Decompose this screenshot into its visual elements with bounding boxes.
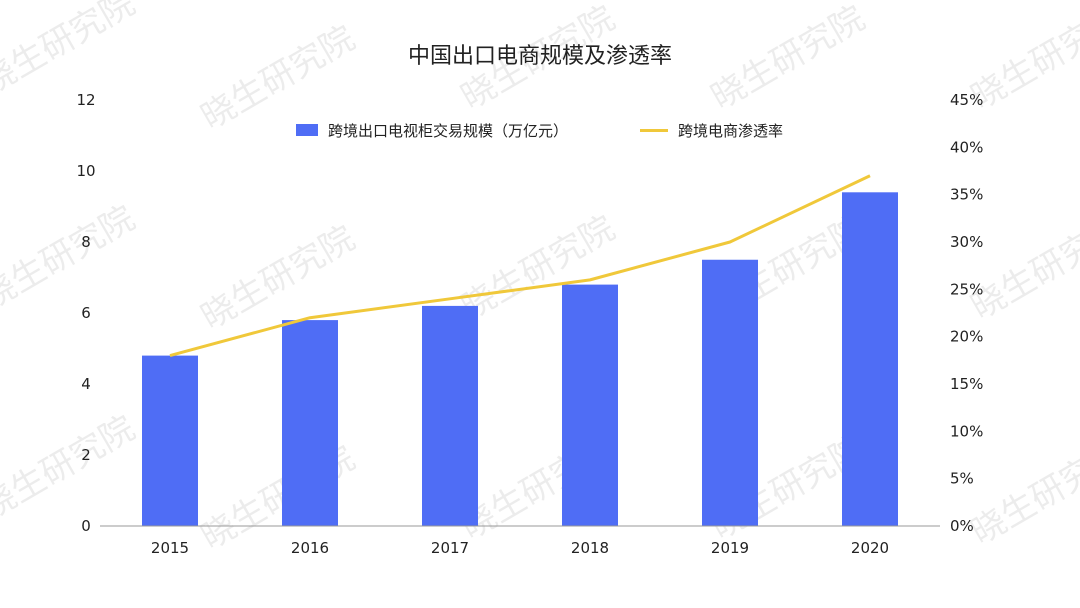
x-tick-label: 2017 <box>431 539 469 557</box>
line-penetration <box>169 174 871 358</box>
legend-item-bar: 跨境出口电视柜交易规模（万亿元） <box>296 120 568 141</box>
watermark-text: 晓生研究院 <box>965 433 1080 553</box>
y-right-tick-label: 20% <box>950 328 983 346</box>
y-left-tick-label: 8 <box>81 233 91 251</box>
y-right-tick-label: 10% <box>950 422 983 440</box>
y-right-tick-label: 5% <box>950 470 974 488</box>
line-series <box>169 174 871 358</box>
bar-2017 <box>422 305 478 526</box>
legend-swatch-bar <box>296 124 318 136</box>
y-right-tick-label: 40% <box>950 138 983 156</box>
y-left-tick-label: 6 <box>81 304 91 322</box>
y-left-tick-label: 10 <box>76 162 95 180</box>
watermark-text: 晓生研究院 <box>195 18 362 138</box>
watermark-text: 晓生研究院 <box>965 208 1080 328</box>
bar-2020 <box>842 192 898 527</box>
y-right-tick-label: 15% <box>950 375 983 393</box>
y-right-tick-label: 45% <box>950 91 983 109</box>
x-tick-label: 2015 <box>151 539 189 557</box>
y-right-tick-label: 0% <box>950 517 974 535</box>
chart-title: 中国出口电商规模及渗透率 <box>407 44 672 69</box>
legend-label-line: 跨境电商渗透率 <box>678 121 784 140</box>
y-left-tick-label: 12 <box>76 91 95 109</box>
legend-swatch-line <box>640 128 669 132</box>
y-left-tick-label: 2 <box>81 446 91 464</box>
y-left-tick-label: 4 <box>81 375 91 393</box>
bar-2018 <box>562 284 618 526</box>
bar-2015 <box>142 355 198 526</box>
x-tick-label: 2020 <box>851 539 889 557</box>
legend-label-bar: 跨境出口电视柜交易规模（万亿元） <box>328 121 569 140</box>
x-tick-label: 2016 <box>291 539 329 557</box>
legend: 跨境出口电视柜交易规模（万亿元） 跨境电商渗透率 <box>296 118 855 142</box>
bar-2019 <box>702 259 758 526</box>
watermark-text: 晓生研究院 <box>455 0 622 118</box>
bar-2016 <box>282 320 338 526</box>
y-right-tick-label: 30% <box>950 233 983 251</box>
watermark-text: 晓生研究院 <box>705 0 872 118</box>
watermark-text: 晓生研究院 <box>0 408 142 528</box>
watermark-text: 晓生研究院 <box>0 0 142 103</box>
y-left-tick-label: 0 <box>81 517 91 535</box>
y-right-tick-label: 25% <box>950 280 983 298</box>
x-tick-label: 2019 <box>711 539 749 557</box>
bar-series <box>142 192 898 527</box>
legend-item-line: 跨境电商渗透率 <box>640 120 783 141</box>
x-tick-label: 2018 <box>571 539 609 557</box>
axes: 2015 2016 2017 2018 2019 2020 0 2 4 6 8 10 12 0% 5% 10%… <box>76 91 983 557</box>
y-right-tick-label: 35% <box>950 186 983 204</box>
watermark-text: 晓生研究院 <box>195 218 362 338</box>
watermark-text: 晓生研究院 <box>0 198 142 318</box>
